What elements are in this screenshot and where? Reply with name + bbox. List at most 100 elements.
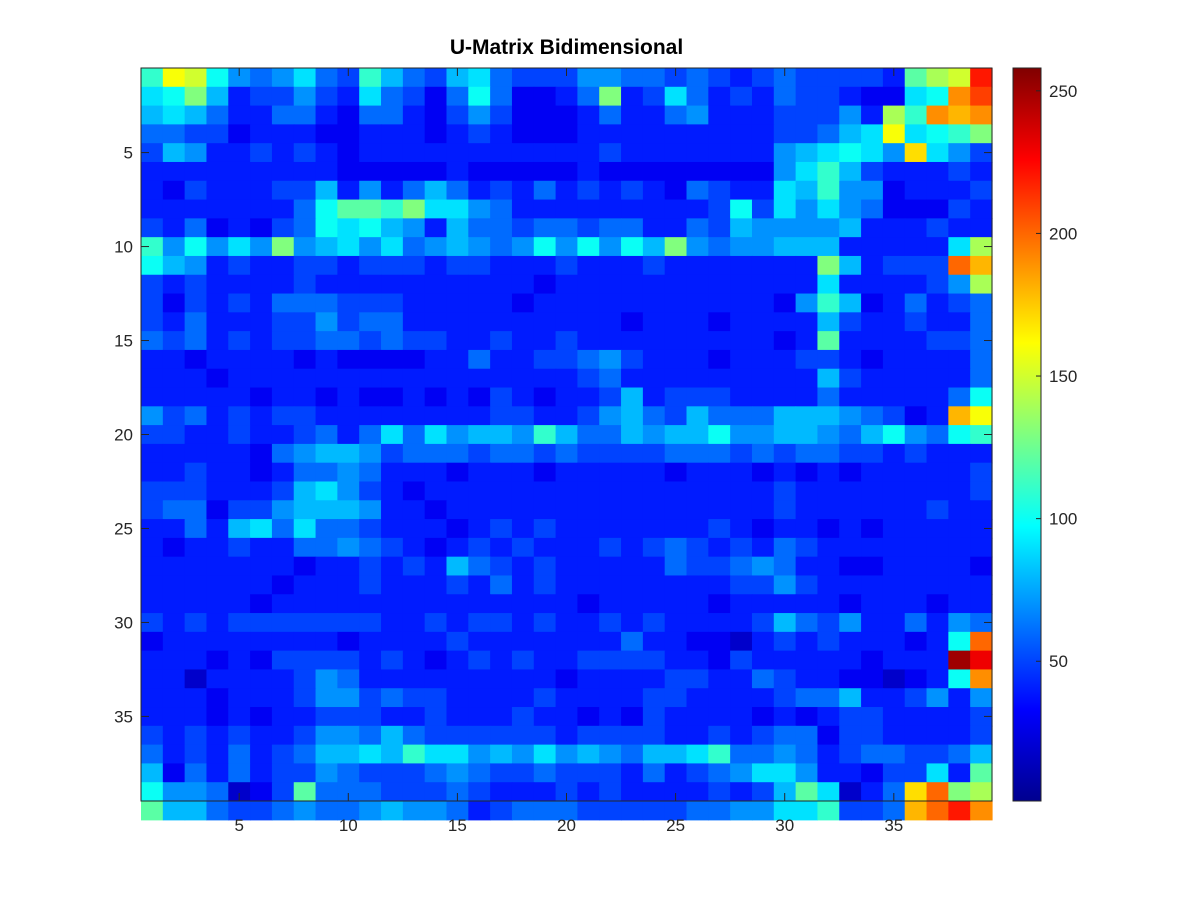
heatmap-cell	[206, 331, 229, 351]
heatmap-cell	[271, 425, 295, 445]
heatmap-cell	[468, 199, 491, 219]
heatmap-cell	[446, 368, 469, 389]
heatmap-cell	[904, 650, 928, 671]
heatmap-cell	[577, 556, 600, 577]
heatmap-cell	[446, 443, 469, 464]
heatmap-cell	[533, 556, 557, 577]
heatmap-cell	[795, 519, 819, 539]
heatmap-cell	[839, 707, 862, 727]
heatmap-cell	[555, 293, 579, 313]
heatmap-cell	[817, 312, 840, 332]
heatmap-cell	[206, 725, 229, 746]
heatmap-cell	[926, 782, 949, 802]
heatmap-cell	[250, 556, 273, 577]
heatmap-cell	[359, 650, 382, 671]
heatmap-cell	[293, 443, 317, 464]
heatmap-cell	[402, 143, 426, 163]
heatmap-cell	[511, 331, 535, 351]
heatmap-cell	[271, 218, 295, 238]
heatmap-cell	[621, 613, 644, 633]
heatmap-cell	[621, 331, 644, 351]
heatmap-cell	[402, 86, 426, 107]
heatmap-cell	[708, 255, 731, 276]
heatmap-cell	[381, 124, 404, 144]
heatmap-cell	[664, 293, 688, 313]
heatmap-cell	[730, 237, 753, 257]
heatmap-cell	[468, 312, 491, 332]
heatmap-cell	[162, 575, 186, 595]
heatmap-cell	[621, 763, 644, 783]
heatmap-cell	[773, 86, 797, 107]
heatmap-cell	[730, 669, 753, 689]
heatmap-cell	[446, 763, 469, 783]
heatmap-cell	[424, 218, 448, 238]
heatmap-cell	[446, 387, 469, 407]
heatmap-cell	[795, 255, 819, 276]
heatmap-cell	[839, 462, 862, 483]
x-tick-label: 20	[557, 816, 576, 835]
heatmap-cell	[184, 556, 208, 577]
heatmap-cell	[621, 688, 644, 708]
heatmap-cell	[751, 349, 775, 370]
heatmap-cell	[468, 161, 491, 182]
heatmap-cell	[861, 124, 884, 144]
heatmap-cell	[424, 594, 448, 614]
heatmap-cell	[642, 744, 666, 765]
heatmap-cell	[577, 650, 600, 671]
heatmap-cell	[621, 406, 644, 426]
heatmap-cell	[599, 650, 622, 671]
heatmap-cell	[730, 105, 753, 125]
heatmap-cell	[904, 255, 928, 276]
heatmap-cell	[293, 669, 317, 689]
heatmap-cell	[424, 575, 448, 595]
colorbar-tick-label: 200	[1049, 224, 1077, 243]
heatmap-cell	[686, 387, 709, 407]
heatmap-cell	[402, 406, 426, 426]
heatmap-cell	[468, 669, 491, 689]
heatmap-cell	[861, 537, 884, 558]
heatmap-cell	[468, 801, 491, 821]
heatmap-cell	[599, 406, 622, 426]
heatmap-cell	[424, 707, 448, 727]
heatmap-cell	[795, 500, 819, 520]
heatmap-cell	[861, 688, 884, 708]
heatmap-cell	[708, 500, 731, 520]
heatmap-cell	[381, 669, 404, 689]
heatmap-cell	[642, 462, 666, 483]
heatmap-cell	[359, 500, 382, 520]
heatmap-cell	[402, 537, 426, 558]
heatmap-cell	[402, 556, 426, 577]
heatmap-cell	[228, 124, 251, 144]
heatmap-cell	[381, 631, 404, 652]
heatmap-cell	[861, 707, 884, 727]
heatmap-cell	[882, 537, 906, 558]
heatmap-cell	[184, 105, 208, 125]
heatmap-cell	[621, 575, 644, 595]
heatmap-cell	[861, 650, 884, 671]
heatmap-cell	[686, 237, 709, 257]
heatmap-cell	[402, 669, 426, 689]
heatmap-cell	[817, 782, 840, 802]
heatmap-cell	[948, 763, 971, 783]
heatmap-cell	[162, 68, 186, 88]
heatmap-cell	[271, 763, 295, 783]
heatmap-cell	[664, 744, 688, 765]
heatmap-cell	[839, 537, 862, 558]
heatmap-cell	[511, 237, 535, 257]
heatmap-cell	[402, 274, 426, 295]
heatmap-cell	[555, 782, 579, 802]
x-tick-label: 10	[339, 816, 358, 835]
heatmap-cell	[490, 613, 513, 633]
heatmap-cell	[948, 613, 971, 633]
heatmap-cell	[773, 725, 797, 746]
heatmap-cell	[446, 406, 469, 426]
heatmap-cell	[861, 143, 884, 163]
heatmap-cell	[664, 500, 688, 520]
heatmap-cell	[926, 293, 949, 313]
heatmap-cell	[621, 349, 644, 370]
heatmap-cell	[642, 481, 666, 501]
heatmap-cell	[250, 650, 273, 671]
heatmap-cell	[577, 349, 600, 370]
heatmap-cell	[315, 519, 338, 539]
heatmap-cell	[141, 180, 164, 201]
